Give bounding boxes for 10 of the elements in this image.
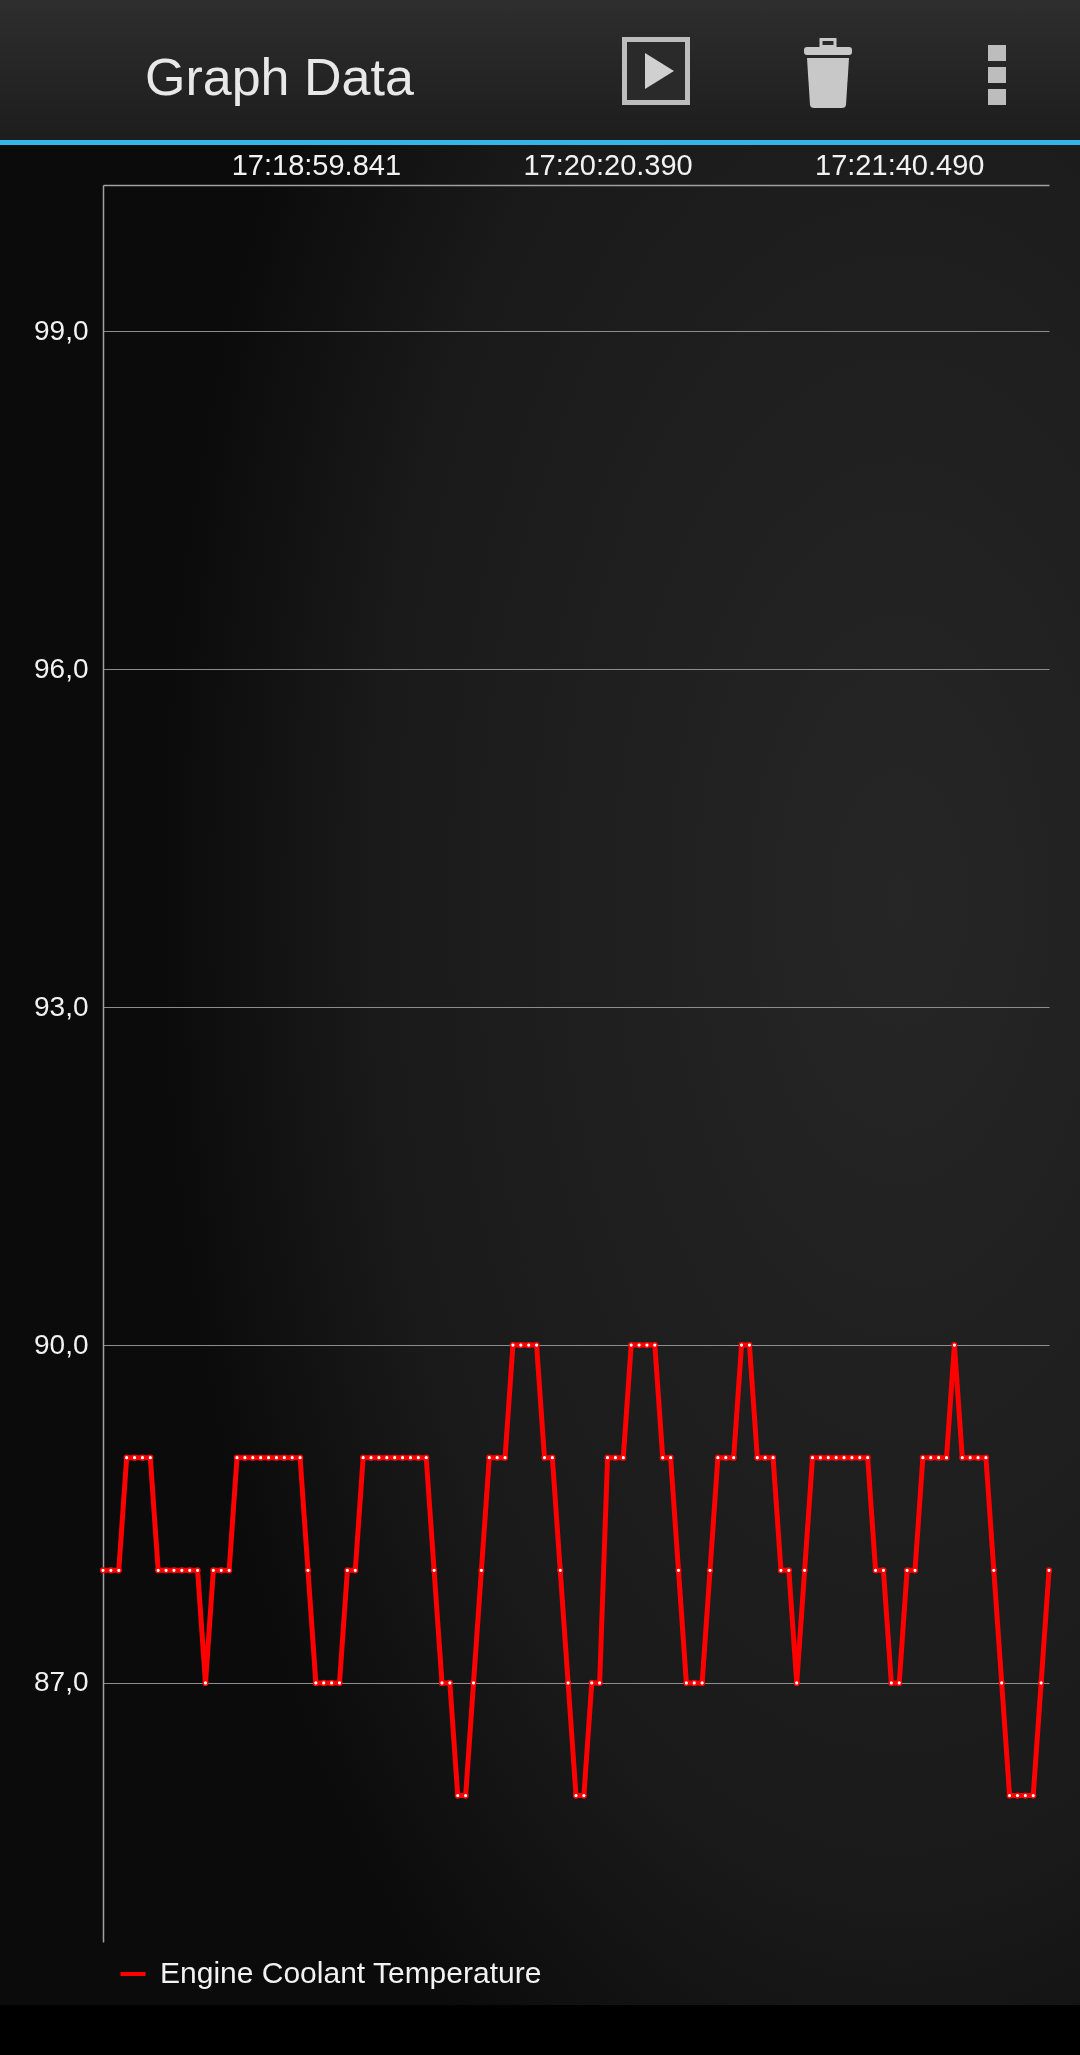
y-tick-label: 90,0 — [34, 1328, 89, 1360]
x-tick-label: 17:20:20.390 — [523, 148, 693, 181]
y-tick-label: 96,0 — [34, 652, 89, 684]
chart-title: Graph Data — [145, 47, 414, 107]
y-tick-label: 99,0 — [34, 314, 89, 346]
legend-label: Engine Coolant Temperature — [160, 1956, 542, 1989]
x-tick-label: 17:18:59.841 — [231, 148, 402, 181]
y-tick-label: 87,0 — [34, 1666, 89, 1698]
y-tick-label: 93,0 — [34, 990, 89, 1022]
x-tick-label: 17:21:40.490 — [815, 148, 985, 181]
